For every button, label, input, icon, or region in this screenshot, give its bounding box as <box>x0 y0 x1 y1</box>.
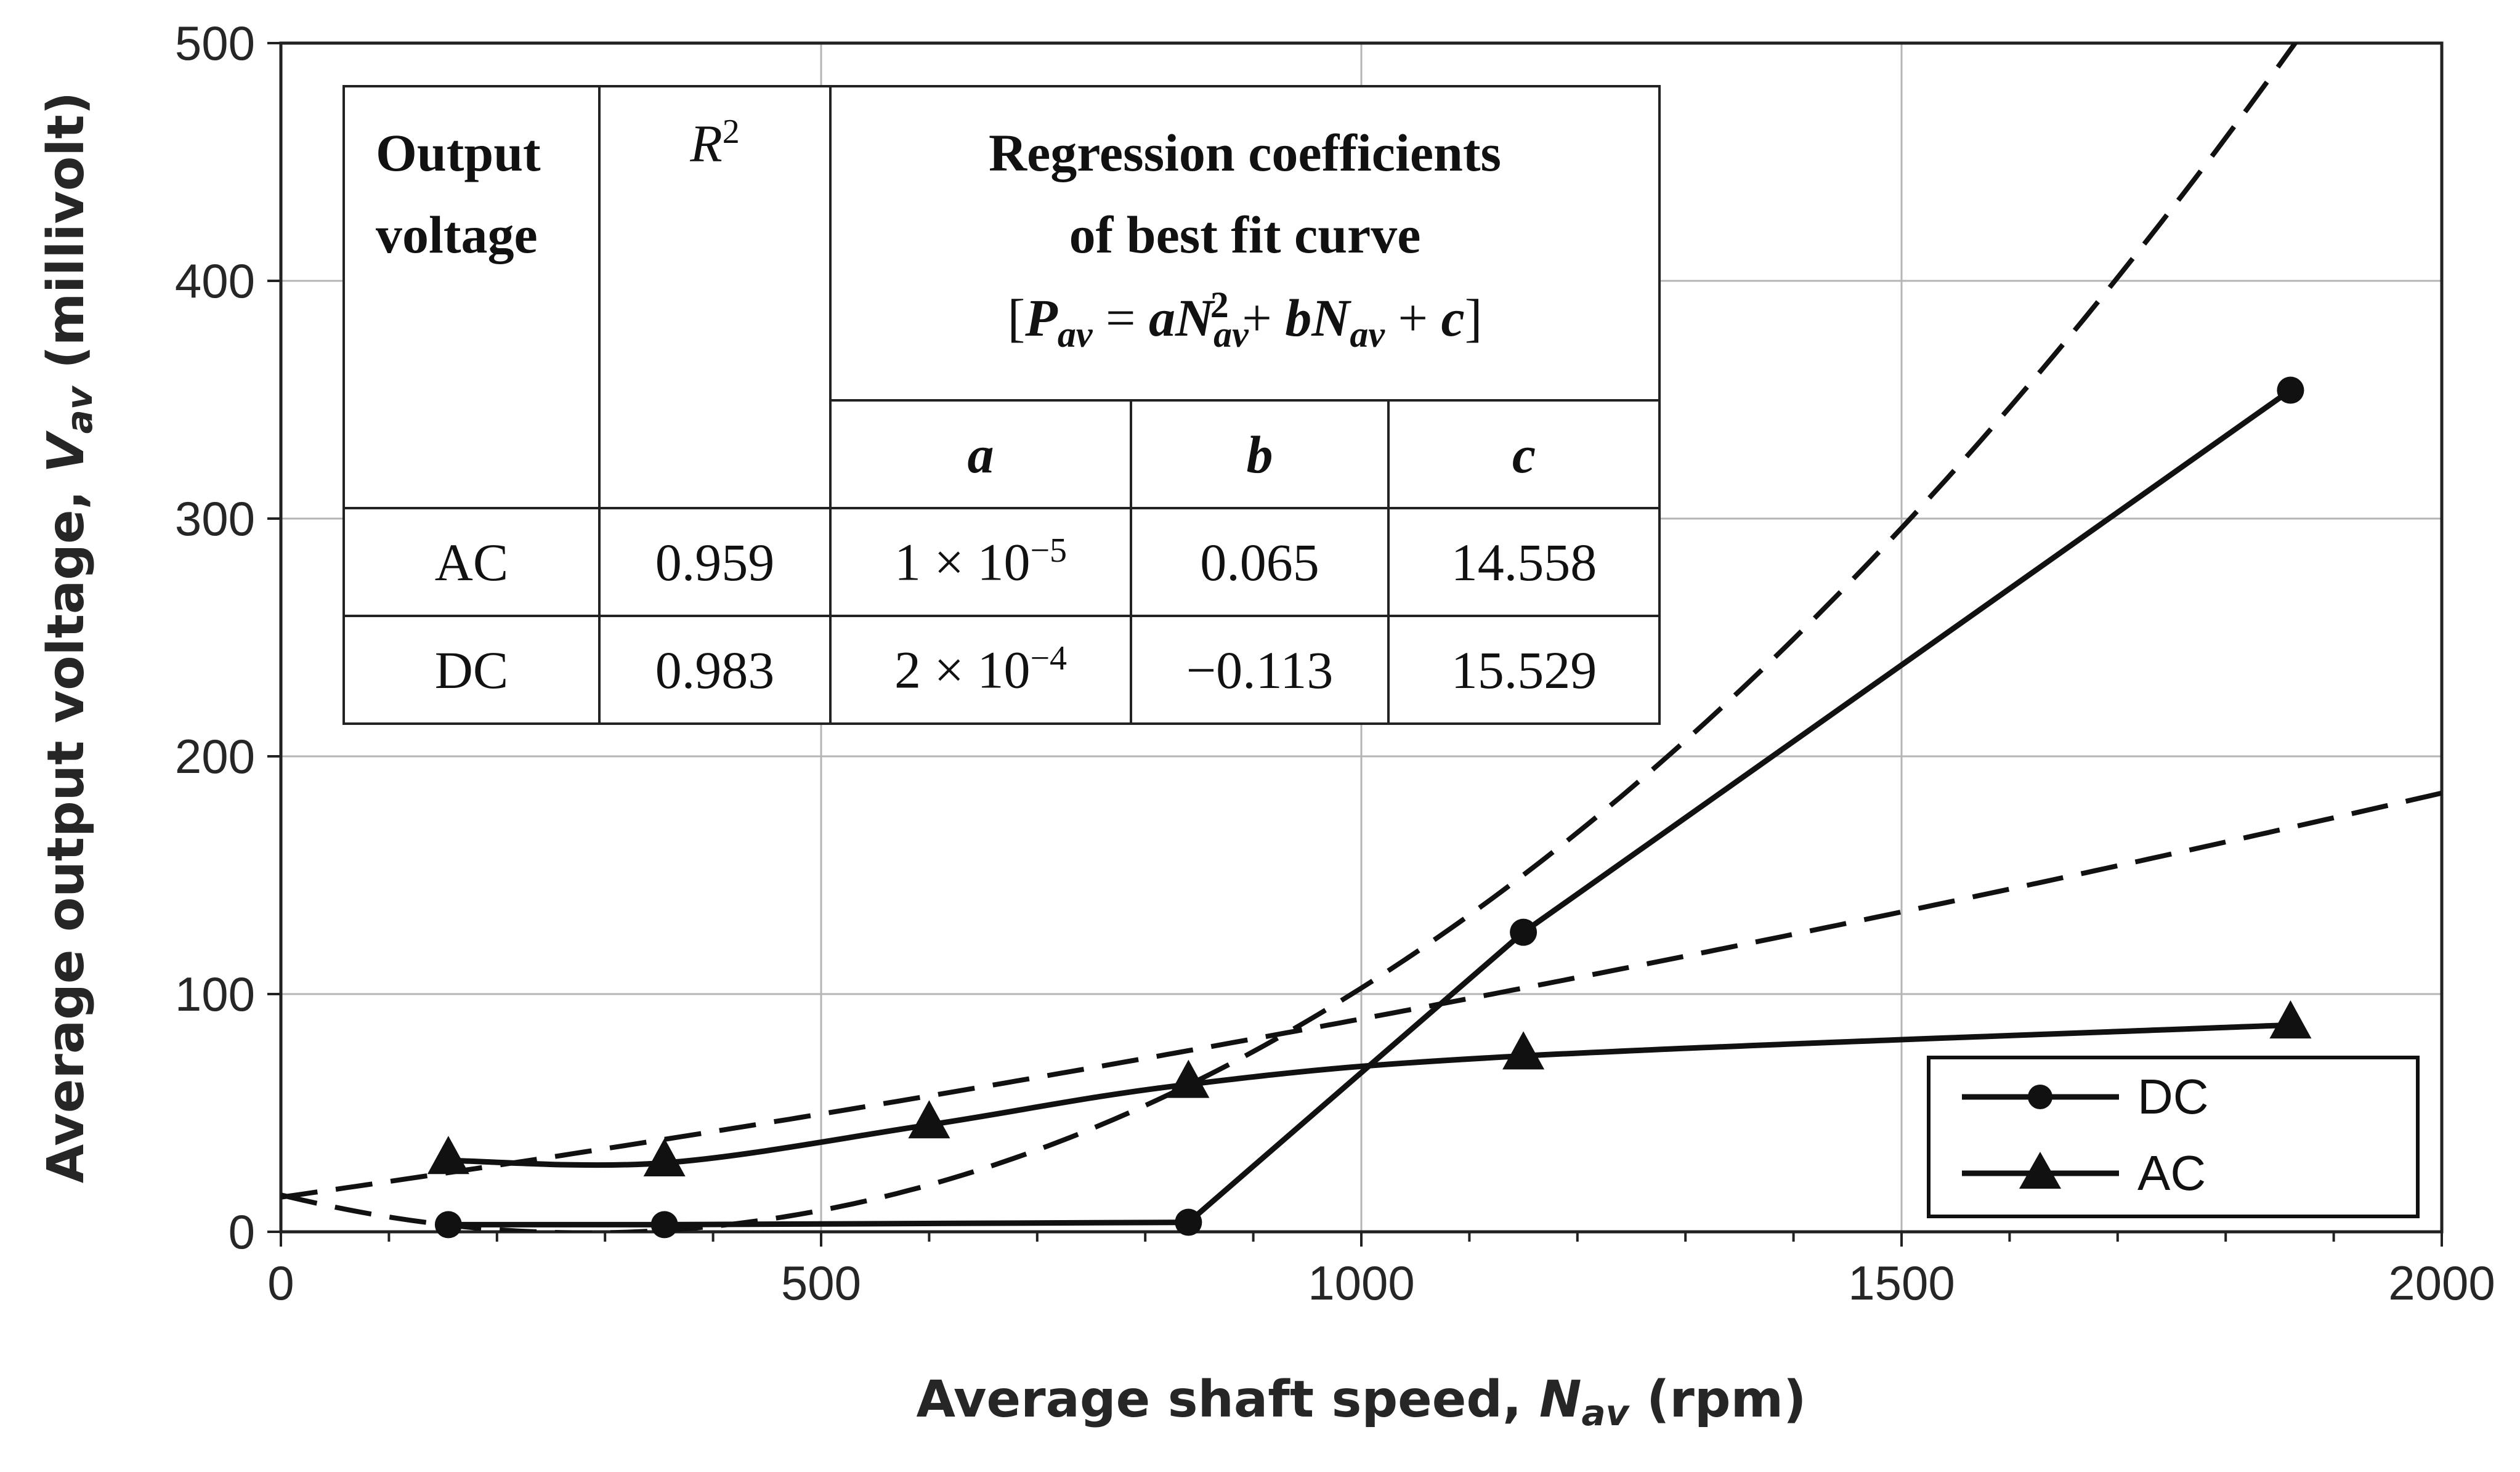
x-tick-label-4: 2000 <box>2388 1256 2495 1310</box>
data-point-dc-4 <box>2277 376 2304 404</box>
header-r2-label: R <box>690 113 723 173</box>
row-ac-label: AC <box>342 507 601 617</box>
data-point-ac-1 <box>643 1138 686 1177</box>
y-tick-label-2: 200 <box>175 729 255 783</box>
y-tick-label-5: 500 <box>175 16 255 70</box>
table-row-dc: DC 0.983 2 × 10−4 −0.113 15.529 <box>342 615 1661 725</box>
subheader-a: a <box>829 399 1132 509</box>
data-point-ac-4 <box>1502 1031 1545 1070</box>
y-tick-label-0: 0 <box>229 1205 255 1259</box>
y-tick-label-4: 400 <box>175 254 255 308</box>
subheader-c: c <box>1387 399 1661 509</box>
axis-ticks <box>267 42 2443 1247</box>
x-axis-title: Average shaft speed, Nav (rpm) <box>917 1370 1807 1434</box>
data-point-dc-0 <box>434 1211 462 1239</box>
subheader-b: b <box>1130 399 1390 509</box>
header-output-line2: voltage <box>376 205 538 265</box>
tick-labels: 0 100 200 300 400 500 0 500 1000 1500 2000 <box>175 16 2495 1310</box>
header-regression: Regression coefficients of best fit curv… <box>829 85 1661 402</box>
table-row-ac: AC 0.959 1 × 10−5 0.065 14.558 <box>342 507 1661 617</box>
fit-curve-dc <box>281 43 2298 1232</box>
header-regression-line1: Regression coefficients <box>989 123 1501 182</box>
table-header-row: Output voltage R2 Regression coefficient… <box>342 85 1661 509</box>
x-tick-label-3: 1500 <box>1848 1256 1955 1310</box>
data-point-ac-0 <box>427 1136 469 1175</box>
legend-ac-marker <box>2019 1152 2061 1189</box>
fit-curves <box>281 43 2442 1232</box>
row-ac-r2: 0.959 <box>598 507 832 617</box>
data-point-ac-3 <box>1167 1059 1210 1098</box>
header-regression-line2: of best fit curve <box>1069 205 1421 265</box>
header-output-line1: Output <box>376 123 541 182</box>
x-tick-label-0: 0 <box>267 1256 294 1310</box>
row-ac-a: 1 × 10−5 <box>829 507 1132 617</box>
x-tick-label-1: 500 <box>781 1256 861 1310</box>
regression-table: Output voltage R2 Regression coefficient… <box>342 85 1661 725</box>
data-point-ac-5 <box>2269 1000 2312 1039</box>
data-point-dc-2 <box>1175 1208 1202 1236</box>
row-dc-label: DC <box>342 615 601 725</box>
data-point-ac-2 <box>908 1100 950 1139</box>
x-tick-label-2: 1000 <box>1308 1256 1415 1310</box>
y-axis-title: Average output voltage, Vav (millivolt) <box>37 92 100 1183</box>
row-ac-c: 14.558 <box>1387 507 1661 617</box>
row-dc-b: −0.113 <box>1130 615 1390 725</box>
row-dc-r2: 0.983 <box>598 615 832 725</box>
legend-ac-label: AC <box>2137 1146 2206 1200</box>
legend-dc-marker <box>2028 1085 2052 1109</box>
legend-box <box>1927 1056 2420 1218</box>
header-output-voltage: Output voltage <box>342 85 601 509</box>
row-ac-b: 0.065 <box>1130 507 1390 617</box>
data-point-dc-1 <box>650 1211 678 1239</box>
data-series <box>427 376 2312 1239</box>
y-tick-label-1: 100 <box>175 967 255 1021</box>
legend: DC AC <box>1927 1056 2420 1218</box>
header-r2: R2 <box>598 85 832 509</box>
legend-dc-label: DC <box>2137 1069 2209 1124</box>
fit-curve-ac <box>281 790 2442 1200</box>
y-tick-label-3: 300 <box>175 491 255 546</box>
data-point-dc-3 <box>1510 918 1538 946</box>
row-dc-a: 2 × 10−4 <box>829 615 1132 725</box>
row-dc-c: 15.529 <box>1387 615 1661 725</box>
header-r2-sup: 2 <box>722 113 740 151</box>
table-subheader-row: a b c <box>344 399 1661 509</box>
header-formula: [Pav = aNav2 + bNav + c] <box>1007 284 1483 355</box>
